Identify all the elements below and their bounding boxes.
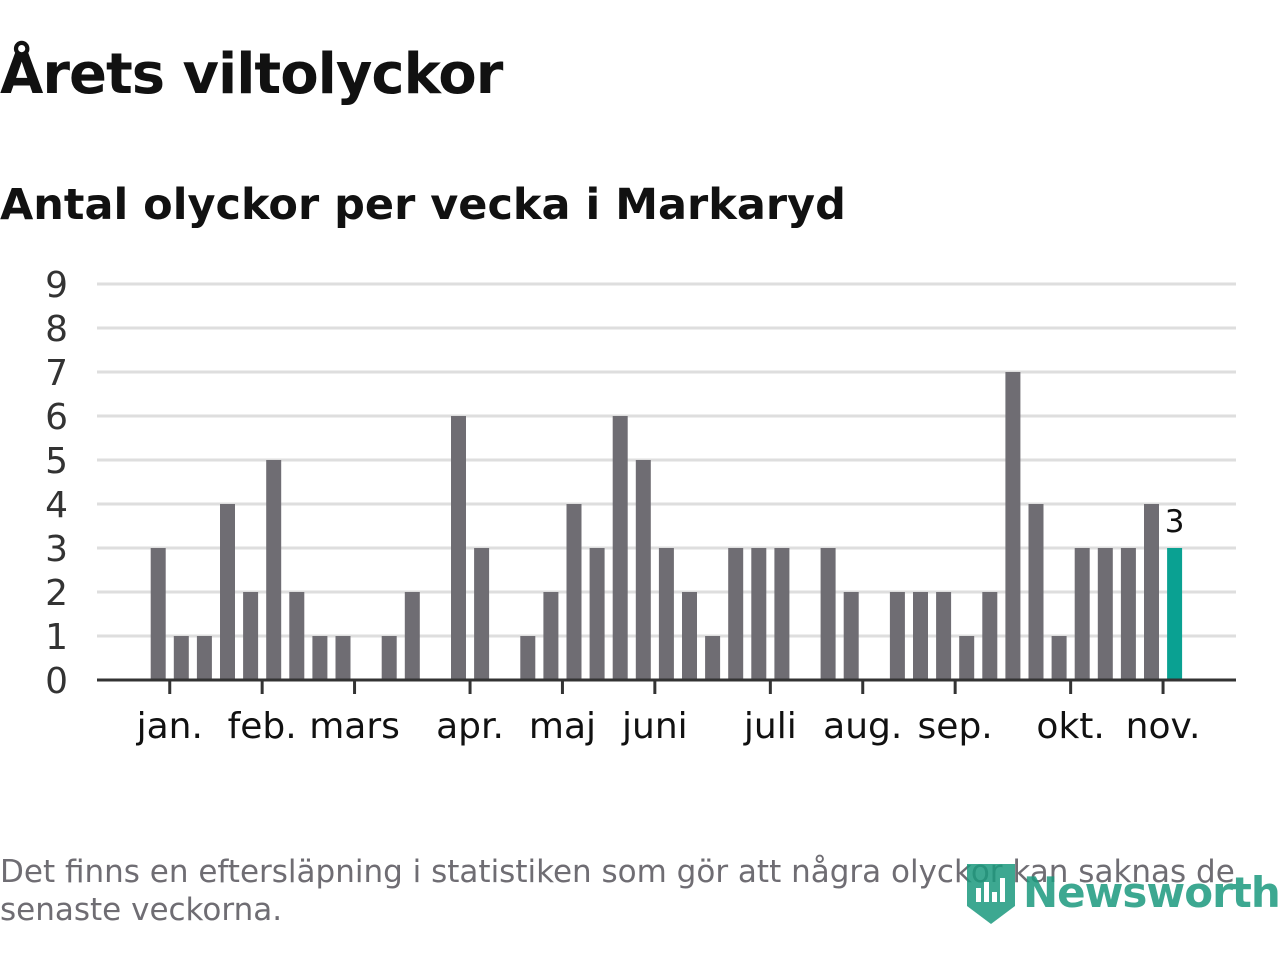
- bar: [266, 460, 282, 680]
- bar: [1028, 504, 1044, 680]
- bar: [959, 636, 975, 680]
- x-tick-label: maj: [529, 706, 596, 747]
- x-tick-label: juni: [621, 706, 688, 747]
- y-tick-label: 0: [45, 661, 68, 702]
- brand-logo: Newsworthy: [965, 858, 1280, 926]
- bar: [1051, 636, 1067, 680]
- x-tick-label: okt.: [1036, 706, 1104, 747]
- bar-highlight: [1167, 548, 1183, 680]
- bar: [196, 636, 212, 680]
- bar: [220, 504, 235, 680]
- y-tick-label: 3: [45, 529, 68, 570]
- x-tick-label: feb.: [228, 706, 297, 747]
- bar: [751, 548, 767, 680]
- y-tick-label: 8: [45, 309, 68, 350]
- x-tick-label: nov.: [1126, 706, 1201, 747]
- brand-name: Newsworthy: [1023, 867, 1280, 917]
- bar: [612, 416, 628, 680]
- bar: [543, 592, 559, 680]
- bar: [1005, 372, 1021, 680]
- bar: [705, 636, 721, 680]
- x-tick-label: juli: [743, 706, 797, 747]
- bar: [474, 548, 490, 680]
- bar: [843, 592, 859, 680]
- bar: [520, 636, 536, 680]
- bar: [635, 460, 651, 680]
- x-tick-label: mars: [309, 706, 400, 747]
- newsworthy-logo-icon: [967, 864, 1015, 924]
- bar: [173, 636, 189, 680]
- bar: [658, 548, 674, 680]
- x-tick-label: aug.: [823, 706, 902, 747]
- bar: [243, 592, 259, 680]
- bar: [728, 548, 744, 680]
- bar: [913, 592, 928, 680]
- y-tick-label: 2: [45, 573, 68, 614]
- y-tick-label: 1: [45, 617, 68, 658]
- bar: [889, 592, 905, 680]
- bar: [451, 416, 466, 680]
- y-tick-label: 5: [45, 441, 68, 482]
- footnote: Det finns en eftersläpning i statistiken…: [0, 854, 1235, 928]
- chart-subtitle: Antal olyckor per vecka i Markaryd: [0, 180, 846, 230]
- bar: [381, 636, 397, 680]
- data-labels: 3: [1165, 504, 1185, 540]
- x-tick-label: sep.: [918, 706, 993, 747]
- bar: [936, 592, 952, 680]
- bar: [312, 636, 328, 680]
- bar: [566, 504, 582, 680]
- x-axis-ticks: jan. feb. mars apr. maj juni juli aug. sep. okt. n…: [136, 680, 1201, 747]
- bar: [1120, 548, 1136, 680]
- bar: [289, 592, 305, 680]
- y-tick-label: 7: [45, 353, 68, 394]
- chart-title: Årets viltolyckor: [0, 42, 503, 107]
- bar: [589, 548, 605, 680]
- bar: [820, 548, 836, 680]
- bar: [150, 548, 166, 680]
- data-label-highlight: 3: [1165, 504, 1185, 540]
- bar: [1074, 548, 1090, 680]
- bar: [982, 592, 998, 680]
- bar: [335, 636, 351, 680]
- y-tick-label: 9: [45, 265, 68, 306]
- bar: [1144, 504, 1159, 680]
- x-tick-label: apr.: [436, 706, 504, 747]
- y-tick-label: 4: [45, 485, 68, 526]
- bar: [404, 592, 420, 680]
- y-tick-label: 6: [45, 397, 68, 438]
- bars: [150, 372, 1183, 680]
- bar: [682, 592, 697, 680]
- bar: [1097, 548, 1113, 680]
- x-tick-label: jan.: [136, 706, 203, 747]
- bar: [774, 548, 790, 680]
